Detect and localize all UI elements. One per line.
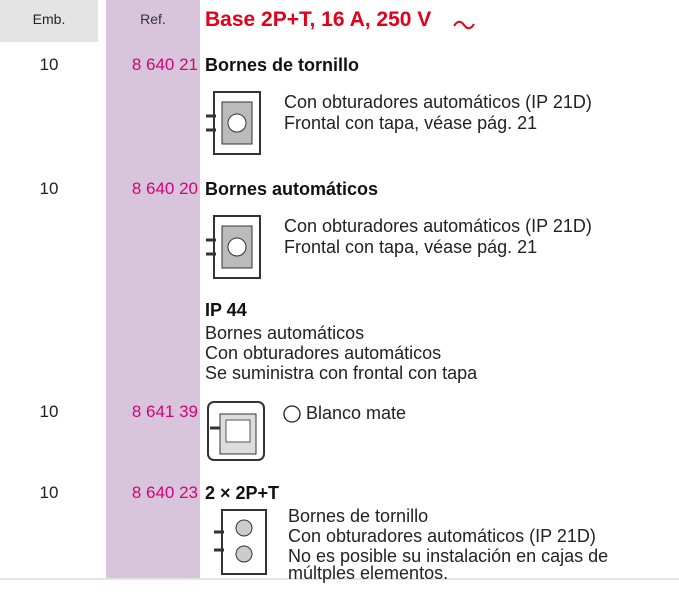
separator: [0, 40, 98, 42]
product-icon: [206, 91, 261, 155]
product-name: Bornes de tornillo: [205, 55, 360, 75]
emb: 10: [39, 402, 59, 421]
ref-column-bg: [106, 0, 200, 580]
description: Frontal con tapa, véase pág. 21: [284, 237, 538, 257]
ac-symbol: [453, 20, 475, 30]
emb-header-bg: [0, 0, 98, 40]
description: No es posible su instalación en cajas de: [288, 546, 609, 566]
description: Con obturadores automáticos: [205, 343, 442, 363]
description: Bornes automáticos: [205, 323, 365, 343]
description: Con obturadores automáticos (IP 21D): [288, 526, 596, 546]
product-icon: [206, 215, 261, 279]
section-title: IP 44: [205, 300, 247, 320]
description: Se suministra con frontal con tapa: [205, 363, 478, 383]
finish-icon: [283, 405, 301, 423]
ref: 8 640 21: [131, 55, 198, 74]
ref: 8 640 23: [131, 483, 198, 502]
product-icon: [207, 401, 265, 461]
product-icon: [214, 509, 267, 575]
emb: 10: [39, 55, 59, 74]
ref: 8 640 20: [131, 179, 198, 198]
column-header: Ref.: [140, 11, 166, 27]
emb: 10: [39, 179, 59, 198]
description: Frontal con tapa, véase pág. 21: [284, 113, 538, 133]
finish: Blanco mate: [306, 403, 407, 423]
separator: [0, 578, 679, 580]
description: múltples elementos.: [288, 563, 449, 583]
ref: 8 641 39: [131, 402, 198, 421]
description: Con obturadores automáticos (IP 21D): [284, 92, 592, 112]
description: Con obturadores automáticos (IP 21D): [284, 216, 592, 236]
description: Bornes de tornillo: [288, 506, 429, 526]
title: Base 2P+T, 16 A, 250 V: [205, 8, 432, 31]
emb: 10: [39, 483, 59, 502]
product-name: Bornes automáticos: [205, 179, 379, 199]
product-name: 2 × 2P+T: [205, 483, 280, 503]
column-header: Emb.: [32, 11, 66, 27]
